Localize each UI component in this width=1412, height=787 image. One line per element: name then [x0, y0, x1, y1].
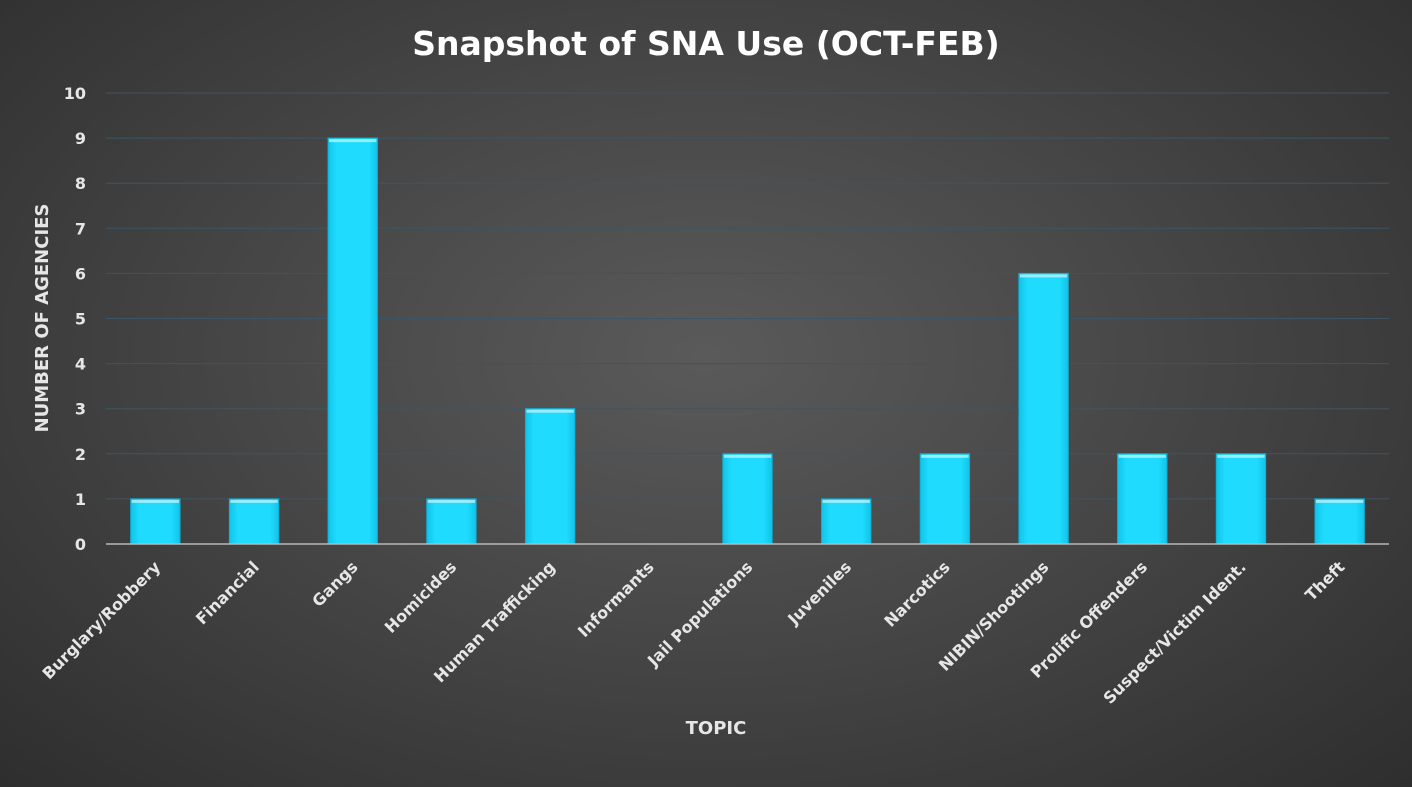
x-tick-labels: Burglary/Robbery Financial Gangs HomicidesH… [38, 557, 1348, 708]
bar-highlight [1118, 454, 1166, 458]
bar-highlight [230, 499, 278, 503]
bar [327, 137, 378, 545]
x-tick-label: Burglary/Robbery [38, 557, 164, 683]
bar-highlight [329, 139, 377, 143]
bar-highlight [427, 499, 476, 503]
bar-highlight [822, 499, 870, 503]
x-tick-label: Narcotics [880, 557, 953, 630]
bar [1314, 498, 1365, 545]
bar [130, 498, 181, 545]
y-tick-label: 5 [75, 310, 86, 329]
y-tick-label: 6 [75, 264, 86, 283]
bar [1018, 272, 1069, 545]
bar [426, 498, 477, 545]
y-tick-label: 8 [75, 174, 86, 193]
y-tick-label: 2 [75, 445, 86, 464]
bars [130, 137, 1365, 545]
chart-title: Snapshot of SNA Use (OCT-FEB) [412, 24, 1000, 63]
x-tick-label: Theft [1301, 557, 1348, 604]
x-tick-label: NIBIN/Shootings [935, 557, 1052, 674]
y-tick-label: 4 [75, 355, 86, 374]
bar-highlight [1217, 454, 1265, 458]
x-tick-label: Juveniles [783, 557, 855, 629]
x-tick-label: Financial [192, 557, 263, 628]
gridlines [106, 92, 1389, 500]
bar-highlight [921, 454, 969, 458]
y-tick-label: 0 [75, 535, 86, 554]
bar [1117, 453, 1168, 545]
bar [1215, 453, 1267, 545]
x-tick-label: Informants [574, 557, 658, 641]
bar-highlight [526, 409, 574, 413]
bar [919, 453, 971, 545]
x-tick-label: Jail Populations [643, 557, 756, 670]
y-tick-label: 9 [75, 129, 86, 148]
y-tick-label: 10 [64, 84, 86, 103]
x-tick-label: Homicides [381, 557, 460, 636]
bar [722, 453, 773, 545]
x-axis-title: TOPIC [686, 718, 747, 739]
y-tick-label: 3 [75, 400, 86, 419]
bar [228, 498, 280, 545]
y-tick-label: 7 [75, 219, 86, 238]
bar-highlight [1315, 499, 1364, 503]
y-tick-label: 1 [75, 490, 86, 509]
bar-highlight [1019, 274, 1068, 278]
y-tick-labels: 0 1 2 3 4 5 6 7 8 9 10 [64, 84, 86, 554]
y-axis-title: NUMBER OF AGENCIES [32, 204, 53, 433]
x-tick-label: Gangs [308, 557, 361, 610]
bar-highlight [131, 499, 180, 503]
bar [821, 498, 872, 545]
bar [524, 408, 576, 545]
bar-highlight [723, 454, 772, 458]
